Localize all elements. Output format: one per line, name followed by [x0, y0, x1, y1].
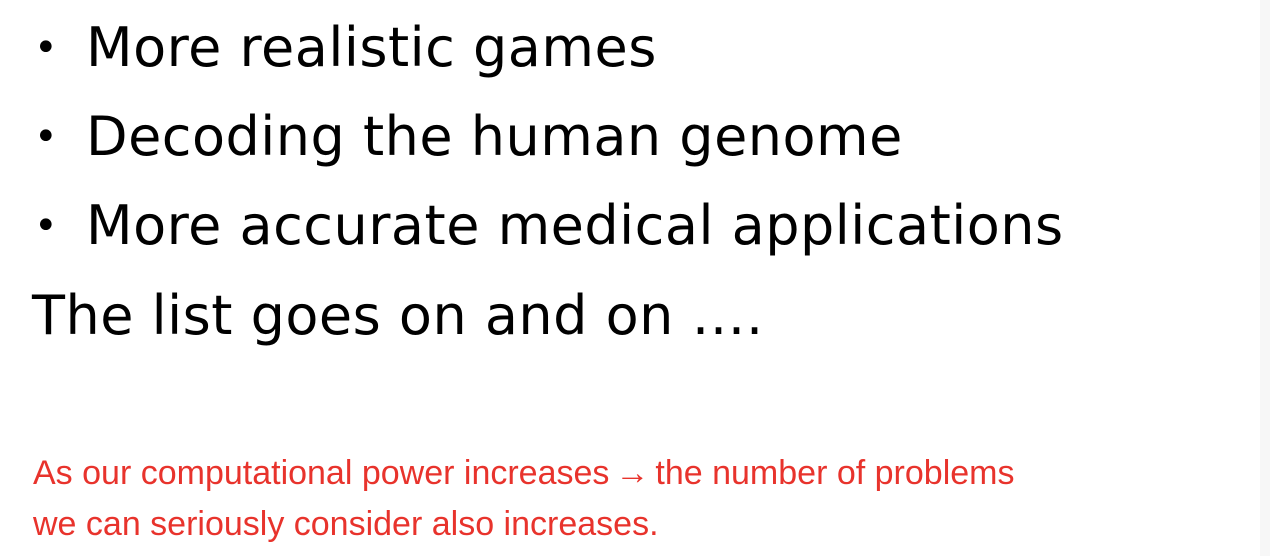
bullet-text: More realistic games: [86, 16, 657, 79]
bullet-icon: •: [34, 25, 58, 71]
bullet-text: More accurate medical applications: [86, 194, 1064, 257]
trailing-line: The list goes on and on ….: [32, 284, 764, 347]
note-line-2: we can seriously consider also increases…: [33, 505, 659, 543]
bullet-item: • Decoding the human genome: [30, 97, 903, 177]
slide-edge-shade: [1260, 0, 1270, 556]
right-arrow-icon: →: [615, 454, 650, 492]
bullet-item: • More realistic games: [30, 8, 657, 88]
highlight-note: As our computational power increases → the…: [33, 448, 1263, 550]
note-line-1: As our computational power increases → the…: [33, 448, 1263, 499]
bullet-icon: •: [34, 203, 58, 249]
bullet-text: Decoding the human genome: [86, 105, 903, 168]
note-text-before-arrow: As our computational power increases: [33, 454, 610, 492]
note-text-after-arrow: the number of problems: [655, 454, 1015, 492]
bullet-item: • More accurate medical applications: [30, 186, 1064, 266]
bullet-icon: •: [34, 114, 58, 160]
